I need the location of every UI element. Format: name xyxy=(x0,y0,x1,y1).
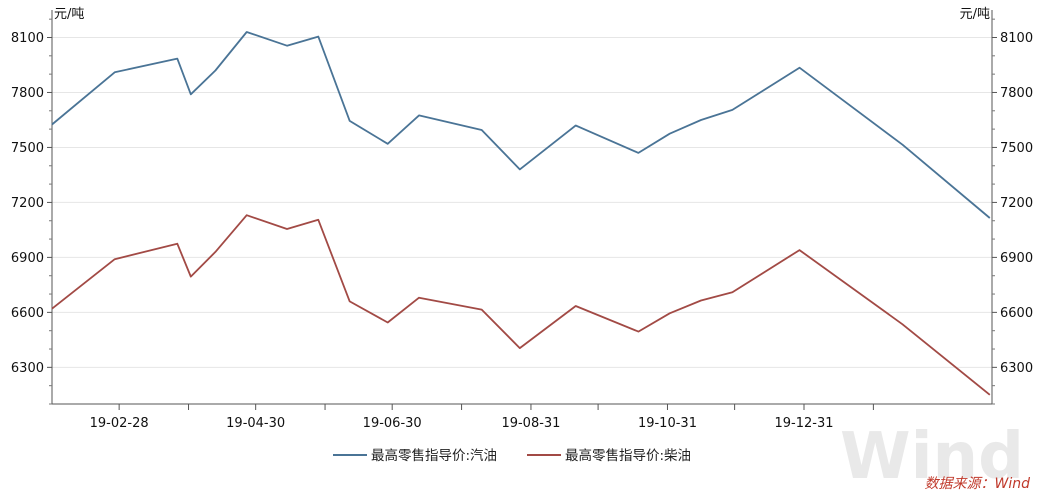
y-tick-label-left: 6900 xyxy=(11,251,44,266)
series-line-diesel xyxy=(51,214,991,396)
left-y-unit: 元/吨 xyxy=(54,7,84,22)
y-tick-label-left: 6600 xyxy=(11,306,44,321)
x-tick-label: 19-04-30 xyxy=(226,416,285,431)
y-tick-label-left: 7800 xyxy=(11,86,44,101)
series-lines xyxy=(51,31,991,396)
x-tick-label: 19-06-30 xyxy=(363,416,422,431)
y-tick-label-right: 6600 xyxy=(1000,306,1033,321)
y-tick-label-left: 7200 xyxy=(11,196,44,211)
y-tick-label-right: 6300 xyxy=(1000,361,1033,376)
y-tick-label-right: 7800 xyxy=(1000,86,1033,101)
grid-lines xyxy=(52,36,992,368)
x-tick-label: 19-08-31 xyxy=(501,416,560,431)
y-tick-label-right: 7200 xyxy=(1000,196,1033,211)
watermark-text: Wind xyxy=(840,420,1024,492)
y-tick-label-left: 8100 xyxy=(11,31,44,46)
legend-label-gasoline: 最高零售指导价:汽油 xyxy=(371,447,497,464)
y-tick-label-right: 8100 xyxy=(1000,31,1033,46)
legend-label-diesel: 最高零售指导价:柴油 xyxy=(565,447,691,464)
series-line-gasoline xyxy=(51,31,991,219)
watermark: Wind xyxy=(840,420,1024,492)
x-ticks: 19-02-28 19-04-30 19-06-30 19-08-31 19-10-31… xyxy=(90,404,874,431)
x-tick-label: 19-02-28 xyxy=(90,416,149,431)
legend-item-gasoline: 最高零售指导价:汽油 xyxy=(333,447,497,464)
x-tick-label: 19-10-31 xyxy=(638,416,697,431)
y-tick-label-right: 7500 xyxy=(1000,141,1033,156)
y-tick-label-left: 7500 xyxy=(11,141,44,156)
y-tick-label-right: 6900 xyxy=(1000,251,1033,266)
y-tick-label-left: 6300 xyxy=(11,361,44,376)
legend: 最高零售指导价:汽油 最高零售指导价:柴油 xyxy=(333,447,691,464)
x-tick-label: 19-12-31 xyxy=(774,416,833,431)
legend-item-diesel: 最高零售指导价:柴油 xyxy=(527,447,691,464)
axes xyxy=(51,10,993,405)
y-ticks: 6300 6300 6600 6600 6900 6900 7200 7200 7500 7500… xyxy=(11,18,1033,405)
data-source: 数据来源：Wind xyxy=(925,476,1031,492)
right-y-unit: 元/吨 xyxy=(960,7,990,22)
